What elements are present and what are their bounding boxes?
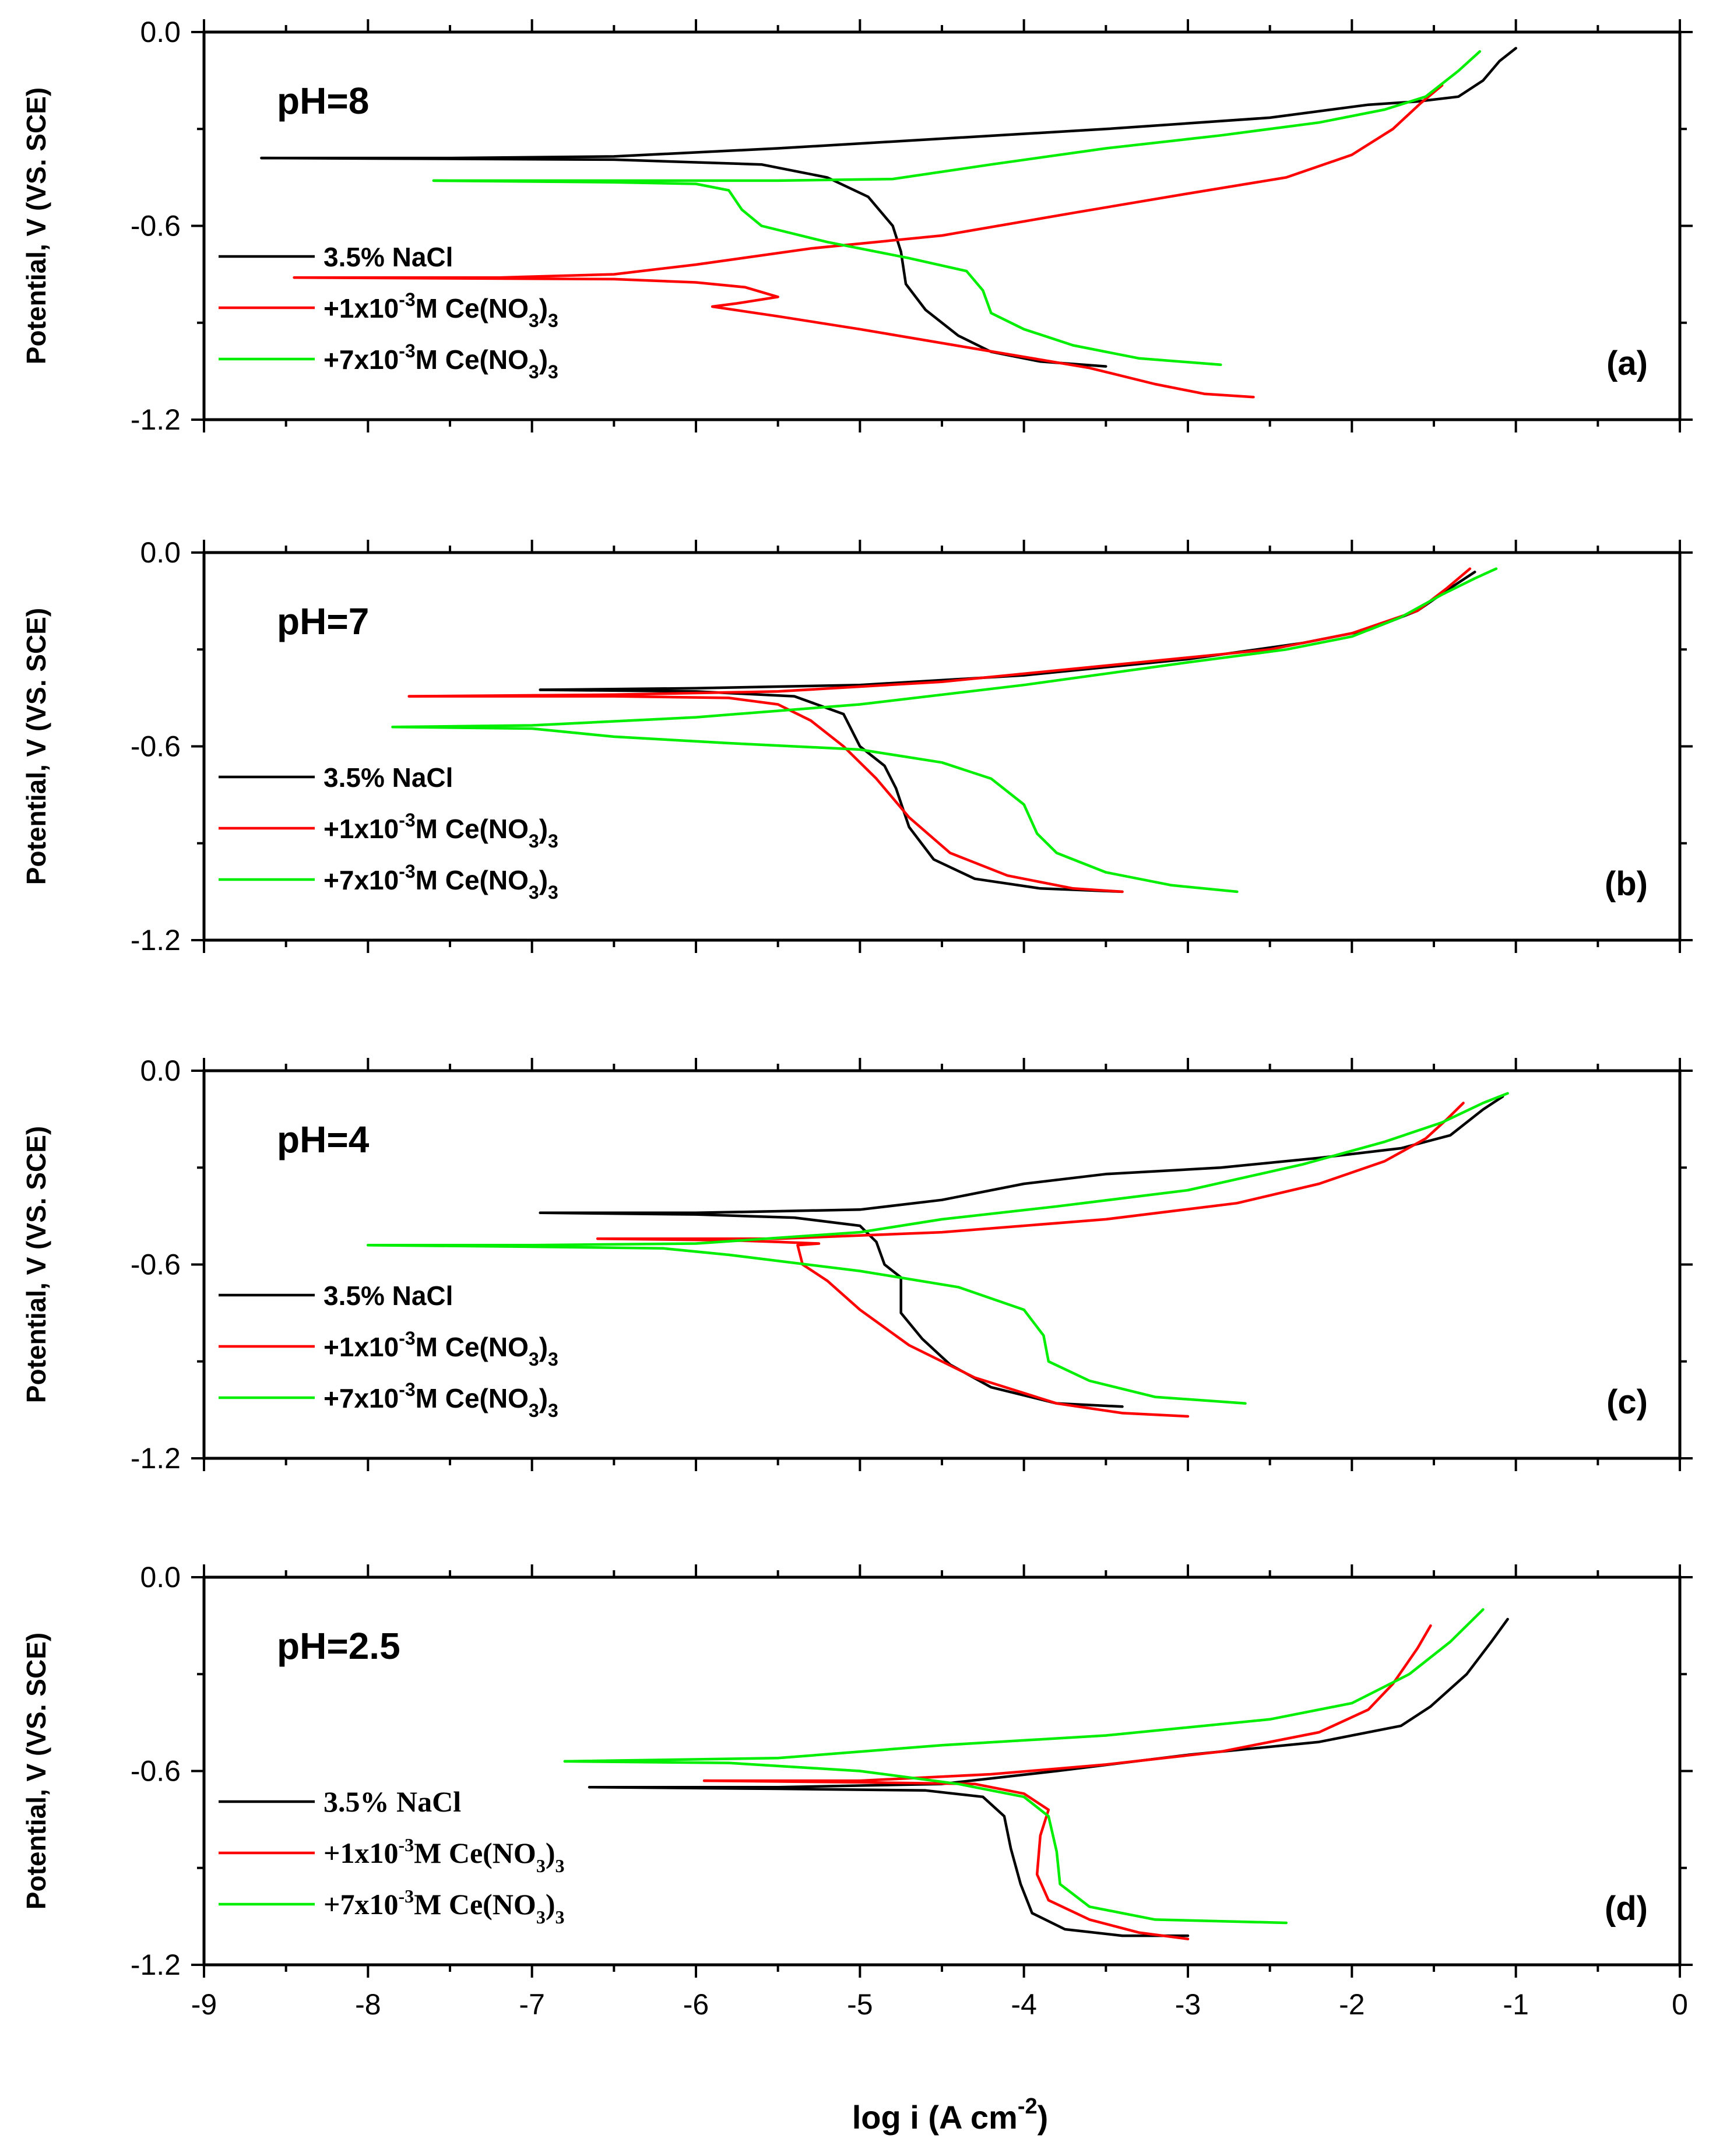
series-line-cathodic — [539, 1211, 1124, 1408]
y-tick-label: -1.2 — [131, 1949, 181, 1981]
y-axis-title: Potential, V (VS. SCE) — [21, 1633, 51, 1909]
series-line-cathodic — [563, 1760, 1288, 1925]
panels: 0.0 -0.6 -1.2 Potential, V (VS. SCE) pH=8 (a)… — [21, 16, 1693, 2021]
panel-title: pH=8 — [277, 80, 369, 122]
panel-label: (a) — [1606, 344, 1648, 382]
legend: 3.5% NaCl +1x10-3M Ce(NO3)3 +7x10-3M Ce(NO… — [219, 1281, 558, 1421]
series-line-cathodic — [596, 1237, 1190, 1418]
x-tick-label: -5 — [847, 1988, 873, 2021]
panel-title: pH=7 — [277, 600, 369, 642]
y-axis-title: Potential, V (VS. SCE) — [21, 1126, 51, 1403]
legend-label: +7x10-3M Ce(NO3)3 — [323, 1886, 564, 1928]
y-tick-label: -0.6 — [131, 210, 181, 242]
series-line-anodic — [260, 47, 1517, 160]
chart-panel: 0.0 -0.6 -1.2 Potential, V (VS. SCE) pH=7 (b)… — [21, 536, 1693, 956]
legend-label: +1x10-3M Ce(NO3)3 — [323, 810, 558, 852]
legend: 3.5% NaCl +1x10-3M Ce(NO3)3 +7x10-3M Ce(NO… — [219, 1785, 564, 1928]
panel-label: (c) — [1606, 1383, 1648, 1421]
series-line-cathodic — [367, 1244, 1247, 1405]
series-line-anodic — [539, 571, 1476, 691]
series-line-anodic — [432, 50, 1482, 182]
series-line-anodic — [391, 567, 1498, 729]
x-tick-label: -9 — [191, 1988, 217, 2021]
y-tick-label: -1.2 — [131, 1442, 181, 1475]
legend-label: 3.5% NaCl — [323, 1281, 453, 1311]
x-tick-label: -3 — [1175, 1988, 1201, 2021]
x-tick-label: -1 — [1503, 1988, 1528, 2021]
x-tick-label: -4 — [1011, 1988, 1036, 2021]
x-axis-title: log i (A cm-2) — [852, 2094, 1049, 2136]
legend-label: +7x10-3M Ce(NO3)3 — [323, 1379, 558, 1421]
series-line-anodic — [702, 1624, 1432, 1782]
y-tick-label: -0.6 — [131, 1755, 181, 1788]
series-line-cathodic — [293, 276, 1255, 399]
panel-title: pH=2.5 — [277, 1625, 400, 1667]
legend-label: +1x10-3M Ce(NO3)3 — [323, 1834, 564, 1876]
series-line-anodic — [407, 567, 1472, 698]
y-tick-label: -1.2 — [131, 924, 181, 956]
x-tick-label: -2 — [1339, 1988, 1365, 2021]
panel-label: (b) — [1605, 865, 1648, 903]
chart-panel: 0.0 -0.6 -1.2 Potential, V (VS. SCE) pH=4 (c)… — [21, 1054, 1693, 1475]
legend-label: +7x10-3M Ce(NO3)3 — [323, 340, 558, 382]
series-line-anodic — [596, 1102, 1465, 1240]
series-line-anodic — [588, 1617, 1509, 1789]
series-line-anodic — [293, 84, 1444, 279]
series-line-cathodic — [432, 179, 1222, 367]
series-line-anodic — [367, 1092, 1509, 1247]
series-line-cathodic — [588, 1785, 1190, 1937]
y-tick-label: -1.2 — [131, 403, 181, 436]
series-line-anodic — [563, 1608, 1485, 1763]
y-axis-title: Potential, V (VS. SCE) — [21, 87, 51, 364]
chart-panel: 0.0 -0.6 -1.2 -9 -8 -7 -6 -5 -4 -3 -2 -1 0 Potential,… — [21, 1561, 1693, 2021]
series-line-anodic — [539, 1095, 1504, 1215]
x-tick-label: -7 — [519, 1988, 544, 2021]
y-tick-label: 0.0 — [140, 1561, 181, 1594]
legend-label: 3.5% NaCl — [323, 1785, 461, 1818]
legend: 3.5% NaCl +1x10-3M Ce(NO3)3 +7x10-3M Ce(NO… — [219, 762, 558, 903]
series-line-cathodic — [539, 688, 1124, 894]
series-line-cathodic — [702, 1779, 1190, 1940]
x-tick-label: 0 — [1672, 1988, 1688, 2021]
legend-label: 3.5% NaCl — [323, 242, 453, 272]
legend-label: +1x10-3M Ce(NO3)3 — [323, 289, 558, 331]
x-tick-label: -8 — [355, 1988, 381, 2021]
y-tick-label: 0.0 — [140, 16, 181, 48]
panel-label: (d) — [1605, 1890, 1648, 1928]
y-tick-label: 0.0 — [140, 1054, 181, 1087]
legend-label: 3.5% NaCl — [323, 762, 453, 793]
x-tick-label: -6 — [683, 1988, 709, 2021]
y-axis-title: Potential, V (VS. SCE) — [21, 608, 51, 885]
legend-label: +7x10-3M Ce(NO3)3 — [323, 861, 558, 903]
y-tick-label: -0.6 — [131, 730, 181, 763]
panel-title: pH=4 — [277, 1119, 370, 1160]
legend-label: +1x10-3M Ce(NO3)3 — [323, 1328, 558, 1370]
y-tick-label: -0.6 — [131, 1248, 181, 1281]
series-line-cathodic — [407, 695, 1124, 894]
chart-panel: 0.0 -0.6 -1.2 Potential, V (VS. SCE) pH=8 (a)… — [21, 16, 1693, 436]
series-line-cathodic — [391, 726, 1239, 894]
legend: 3.5% NaCl +1x10-3M Ce(NO3)3 +7x10-3M Ce(NO… — [219, 242, 558, 382]
y-tick-label: 0.0 — [140, 536, 181, 569]
